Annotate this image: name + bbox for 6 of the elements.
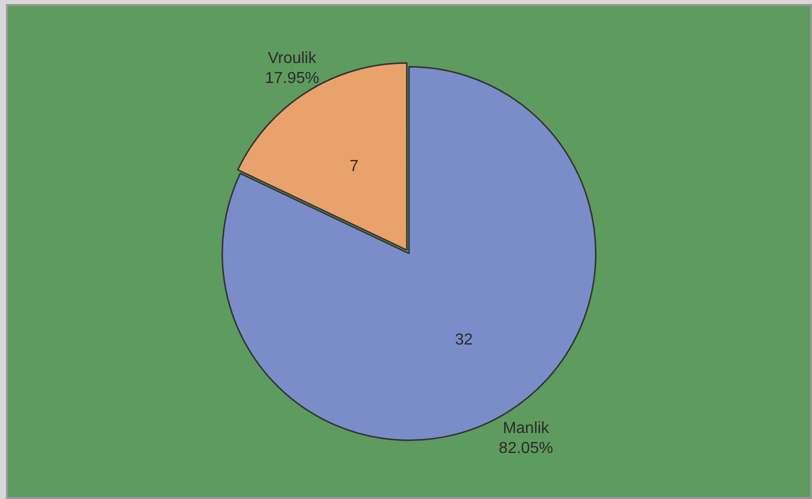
slice-label: Vroulik — [268, 50, 318, 68]
slice-label: Manlik — [502, 420, 550, 437]
data-label: 17.95% — [264, 70, 320, 88]
data-label: 82.05% — [498, 440, 554, 457]
text: 32 — [455, 332, 473, 349]
text: 7 — [350, 158, 359, 176]
